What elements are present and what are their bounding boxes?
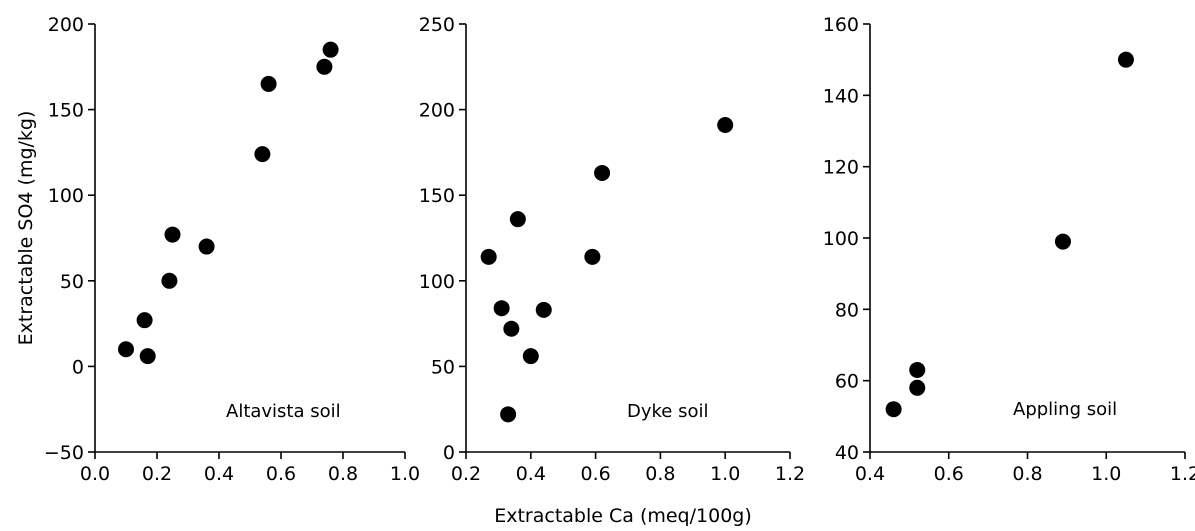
- y-tick-label: 0: [443, 442, 455, 464]
- x-tick-label: 0.4: [516, 463, 546, 485]
- data-point: [164, 226, 181, 243]
- x-tick-label: 1.2: [1170, 463, 1195, 485]
- y-tick-label: 150: [48, 100, 84, 122]
- data-point: [909, 361, 926, 378]
- data-point: [1117, 51, 1134, 68]
- data-point: [909, 379, 926, 396]
- x-axis-title: Extractable Ca (meq/100g): [494, 505, 752, 527]
- y-tick-label: 50: [431, 356, 455, 378]
- data-point: [885, 401, 902, 418]
- data-point: [493, 300, 510, 317]
- y-tick-label: 80: [835, 299, 859, 321]
- x-tick-label: 1.0: [390, 463, 420, 485]
- data-point: [480, 248, 497, 265]
- x-tick-label: 0.2: [142, 463, 172, 485]
- data-point: [500, 406, 517, 423]
- data-point: [509, 211, 526, 228]
- y-tick-label: 200: [419, 100, 455, 122]
- y-tick-label: 0: [72, 356, 84, 378]
- panel-label: Appling soil: [1013, 399, 1117, 420]
- y-tick-label: 250: [419, 14, 455, 36]
- data-point: [322, 41, 339, 58]
- x-tick-label: 0.4: [855, 463, 885, 485]
- data-point: [522, 348, 539, 365]
- x-tick-label: 0.8: [328, 463, 358, 485]
- y-tick-label: 40: [835, 442, 859, 464]
- x-tick-label: 0.6: [266, 463, 296, 485]
- y-tick-label: 120: [823, 157, 859, 179]
- x-tick-label: 1.0: [1091, 463, 1121, 485]
- chart-panel-3: 40 60 80 100 120 140 160 0.4 0.6 0.8 1.0 1.2 Appling…: [823, 14, 1195, 485]
- data-point: [136, 312, 153, 329]
- x-tick-label: 0.2: [451, 463, 481, 485]
- y-tick-label: 140: [823, 85, 859, 107]
- x-tick-label: 0.6: [934, 463, 964, 485]
- data-point: [118, 341, 134, 358]
- x-tick-label: 1.2: [775, 463, 805, 485]
- panel-label: Dyke soil: [627, 401, 708, 422]
- chart-panel-1: −50 0 50 100 150 200 0.0 0.2 0.4 0.6 0.8 1.0 Altavis…: [44, 14, 420, 485]
- data-point: [254, 146, 271, 163]
- data-point: [594, 164, 611, 181]
- y-tick-label: 100: [48, 185, 84, 207]
- data-point: [1054, 233, 1071, 250]
- panel-label: Altavista soil: [226, 401, 341, 422]
- y-tick-label: −50: [44, 442, 84, 464]
- data-point: [260, 75, 277, 92]
- y-tick-label: 100: [823, 228, 859, 250]
- chart-panel-2: 0 50 100 150 200 250 0.2 0.4 0.6 0.8 1.0 1.2 Dyke so…: [419, 14, 805, 485]
- x-tick-label: 0.8: [1012, 463, 1042, 485]
- data-point: [316, 58, 333, 75]
- y-tick-label: 150: [419, 185, 455, 207]
- data-point: [198, 238, 215, 255]
- y-tick-label: 160: [823, 14, 859, 36]
- y-tick-label: 50: [60, 271, 84, 293]
- data-point: [161, 272, 178, 289]
- y-tick-label: 60: [835, 371, 859, 393]
- chart-panels: −50 0 50 100 150 200 0.0 0.2 0.4 0.6 0.8 1.0 Altavis…: [44, 14, 1195, 485]
- data-point: [535, 301, 552, 318]
- data-point: [503, 320, 520, 337]
- x-tick-label: 1.0: [710, 463, 740, 485]
- x-tick-label: 0.4: [204, 463, 234, 485]
- y-axis-title: Extractable SO4 (mg/kg): [15, 111, 37, 346]
- data-point: [584, 248, 601, 265]
- data-point: [717, 117, 734, 134]
- data-point: [139, 348, 156, 365]
- x-tick-label: 0.6: [580, 463, 610, 485]
- y-tick-label: 100: [419, 271, 455, 293]
- x-tick-label: 0.8: [645, 463, 675, 485]
- y-tick-label: 200: [48, 14, 84, 36]
- x-tick-label: 0.0: [80, 463, 110, 485]
